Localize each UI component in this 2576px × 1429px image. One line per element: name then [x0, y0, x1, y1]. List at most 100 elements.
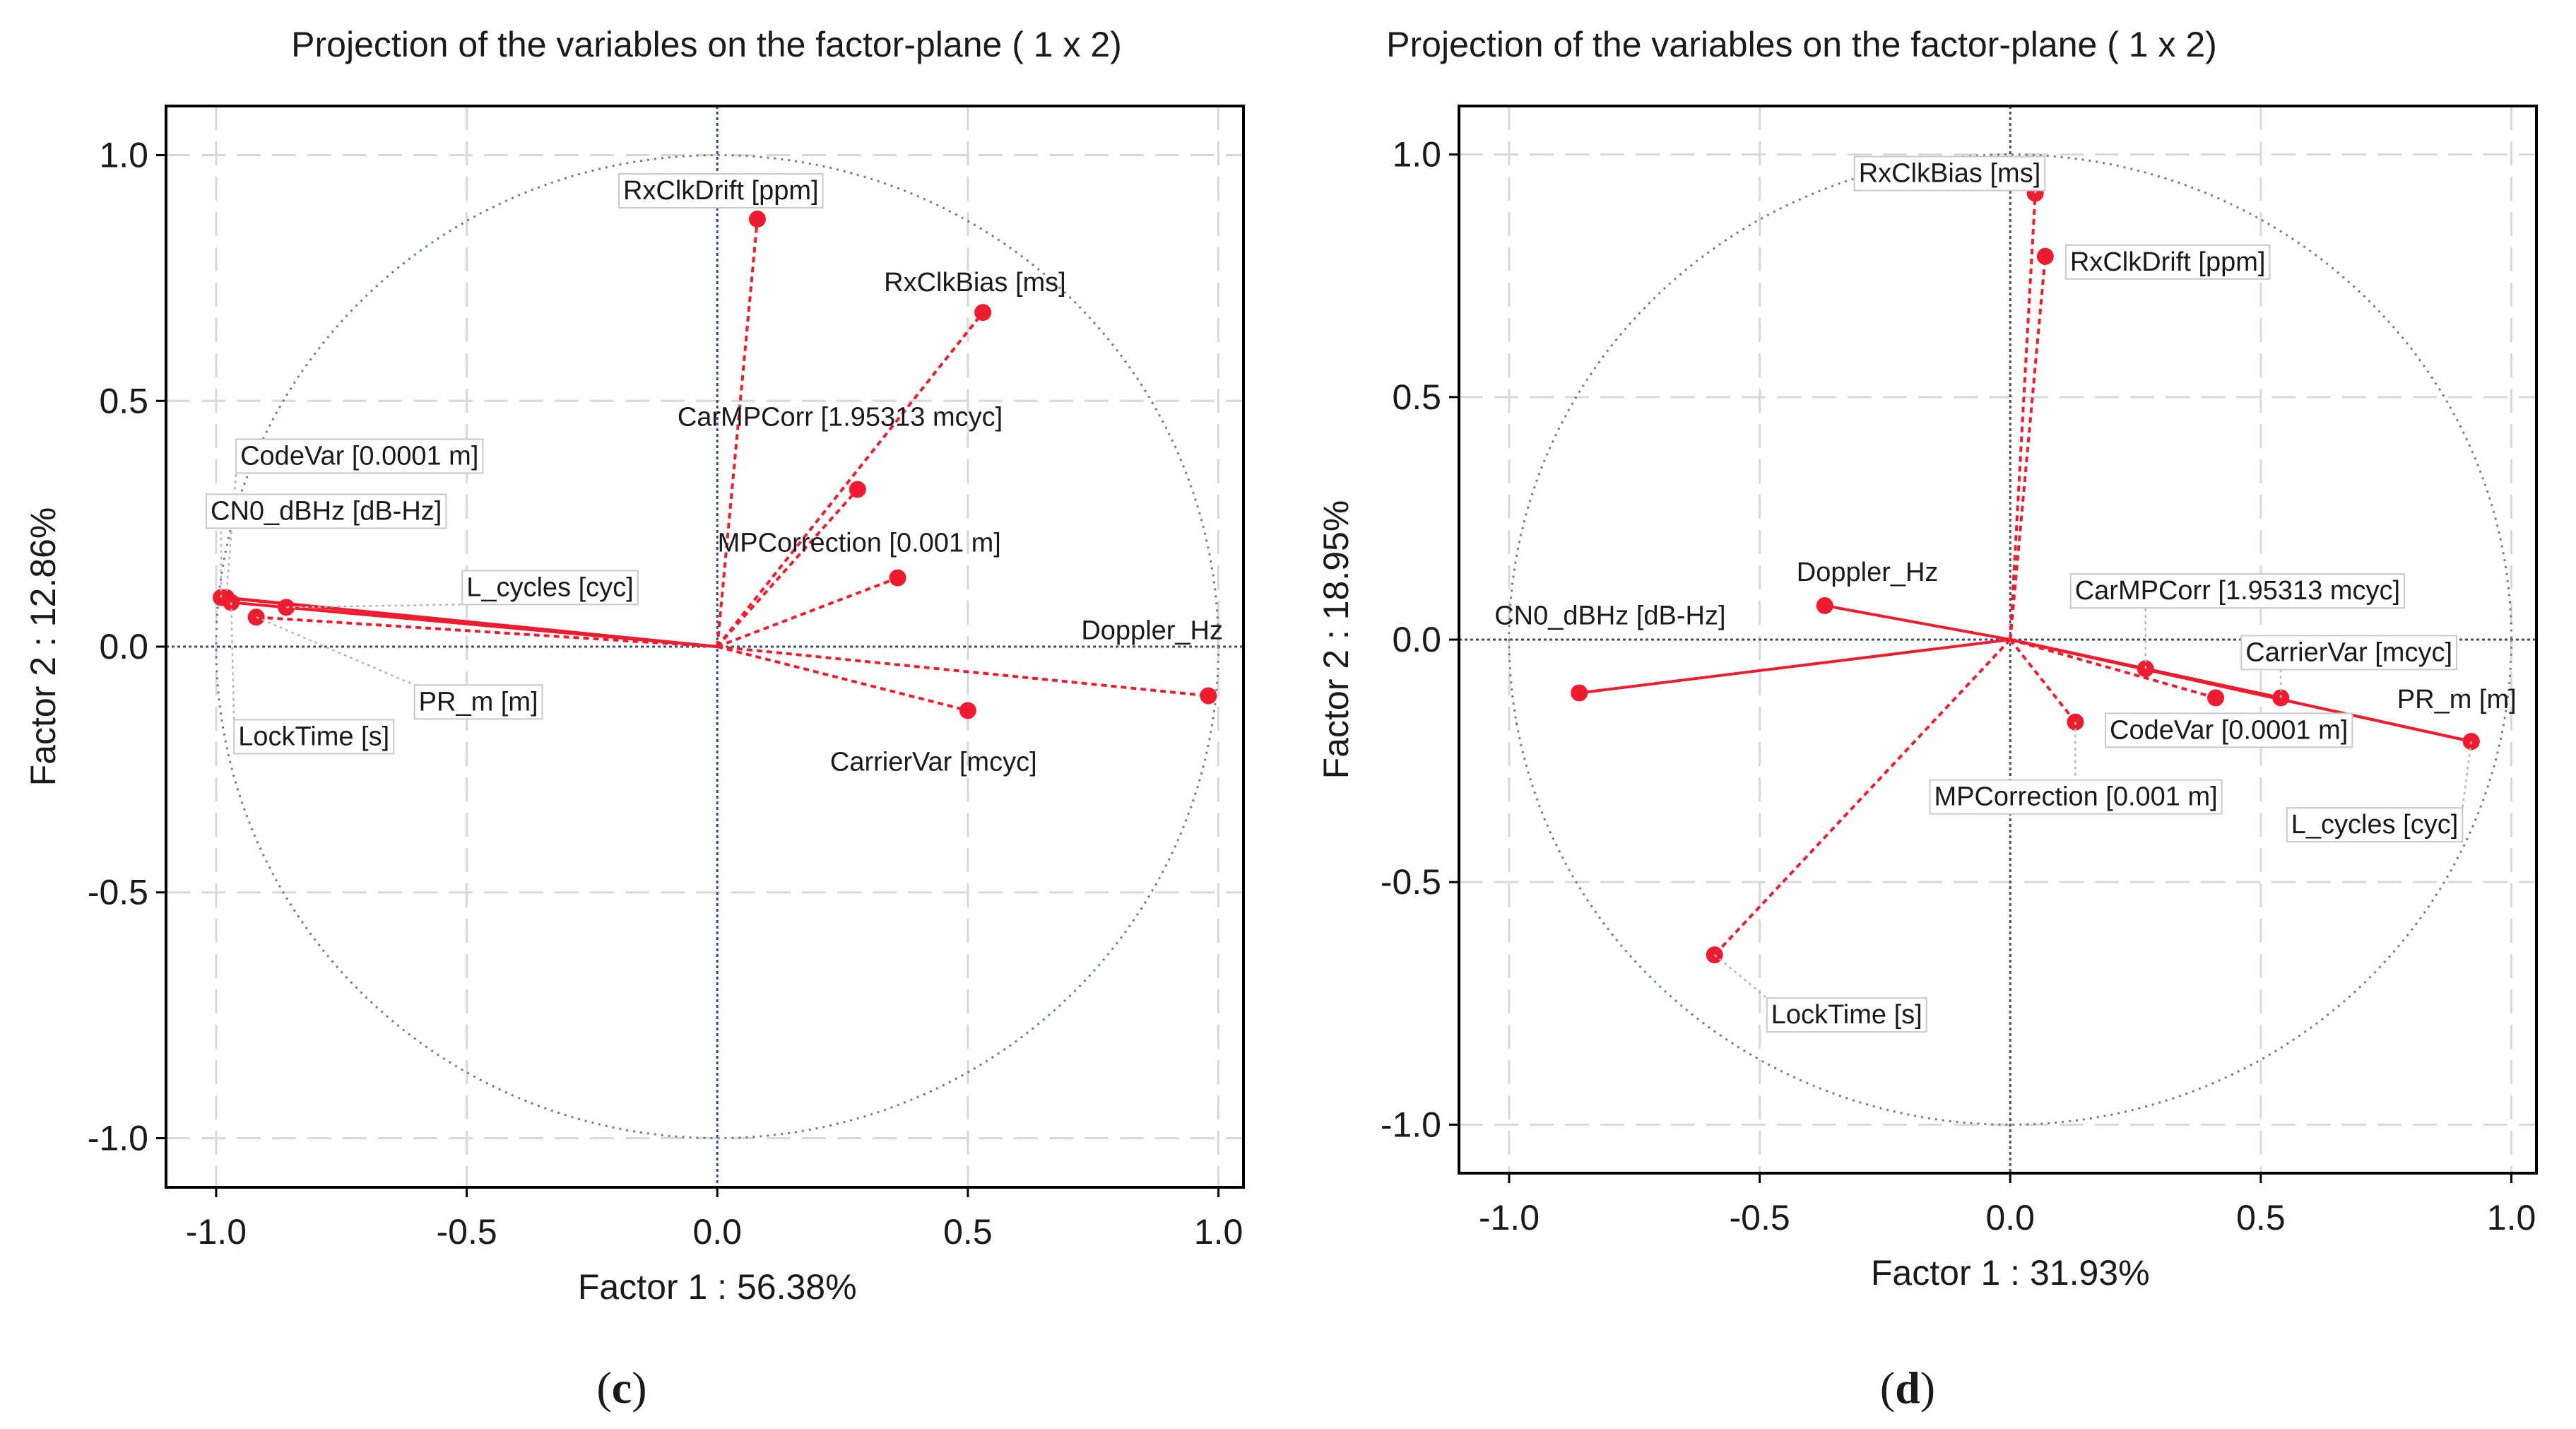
y-tick-label: 0.5 — [99, 381, 148, 421]
loading-point — [748, 210, 766, 228]
loading-vector — [2009, 638, 2472, 743]
variable-label: CarrierVar [mcyc] — [2245, 637, 2452, 667]
panel-caption: (c) — [596, 1363, 646, 1413]
variable-label: MPCorrection [0.001 m] — [718, 529, 1001, 558]
variable-label: PR_m [m] — [419, 687, 538, 717]
loading-point — [1571, 684, 1588, 702]
caption-letter: c — [612, 1363, 632, 1413]
y-tick-label: -0.5 — [1381, 862, 1441, 902]
y-tick-label: 0.0 — [1392, 620, 1441, 659]
caption-letter: d — [1895, 1363, 1920, 1413]
label-leader-line — [1713, 954, 1768, 999]
variable-label-box — [2240, 635, 2458, 671]
variable-label-box — [206, 493, 447, 529]
label-leader-line — [256, 616, 415, 686]
loading-vector — [2009, 638, 2077, 723]
variable-label-box — [461, 570, 639, 606]
caption-paren: ( — [1880, 1363, 1895, 1413]
loading-vector — [716, 488, 859, 648]
variable-label: LockTime [s] — [1771, 1000, 1922, 1030]
loading-vector — [2009, 193, 2037, 640]
variable-label: CarMPCorr [1.95313 mcyc] — [2075, 576, 2400, 606]
y-tick-label: 0.5 — [1392, 377, 1441, 417]
loading-point — [2036, 247, 2054, 265]
unit-circle — [215, 154, 1220, 1139]
caption-paren: ) — [1920, 1363, 1935, 1413]
label-leader-line — [286, 604, 463, 608]
variable-label-box — [2286, 807, 2464, 843]
loading-vector — [717, 645, 1209, 698]
variable-label: CodeVar [0.0001 m] — [240, 441, 478, 471]
loading-point — [1200, 687, 1217, 705]
x-axis-title: Factor 1 : 56.38% — [578, 1267, 857, 1307]
x-tick-label: 1.0 — [2487, 1198, 2536, 1237]
loading-point — [959, 702, 976, 719]
loading-vector — [716, 645, 969, 712]
variable-label: MPCorrection [0.001 m] — [1934, 782, 2217, 812]
label-leader-line — [230, 602, 235, 720]
loading-vector — [256, 616, 718, 648]
loading-point — [1816, 596, 1833, 614]
chart-title: Projection of the variables on the facto… — [1386, 25, 2217, 64]
variable-label: RxClkBias [ms] — [884, 268, 1066, 298]
x-tick-label: -1.0 — [1479, 1198, 1540, 1237]
loading-vector — [1824, 604, 2011, 641]
caption-paren: ( — [596, 1363, 611, 1413]
y-tick-label: -0.5 — [88, 873, 148, 912]
y-tick-label: 0.0 — [99, 627, 148, 666]
y-tick-label: 1.0 — [1392, 135, 1441, 175]
variable-label: CodeVar [0.0001 m] — [2110, 715, 2348, 745]
variable-label-box — [233, 719, 395, 755]
panel-caption: (d) — [1880, 1363, 1935, 1413]
variable-label: Doppler_Hz — [1081, 616, 1223, 646]
variable-label: RxClkBias [ms] — [1859, 159, 2041, 189]
x-tick-label: 0.0 — [692, 1212, 742, 1252]
loading-vector — [1713, 638, 2011, 956]
variable-label: RxClkDrift [ppm] — [623, 176, 819, 206]
loading-vector — [231, 601, 718, 648]
variable-label: L_cycles [cyc] — [466, 572, 634, 602]
loading-point — [889, 569, 906, 587]
loading-point — [974, 304, 992, 322]
variable-label-box — [413, 684, 543, 720]
variable-label-box — [1853, 155, 2046, 192]
unit-circle — [1508, 153, 2513, 1126]
label-leader-line — [2462, 741, 2473, 808]
x-tick-label: 0.5 — [2236, 1198, 2286, 1237]
x-tick-label: -1.0 — [186, 1212, 247, 1252]
variable-label-box — [1766, 997, 1927, 1033]
x-tick-label: -0.5 — [436, 1212, 497, 1252]
chart-panel-c: Projection of the variables on the facto… — [23, 25, 1245, 1413]
variable-label-box — [618, 172, 824, 208]
variable-label: CarMPCorr [1.95313 mcyc] — [678, 402, 1003, 432]
label-leader-line — [225, 473, 237, 598]
y-axis-title: Factor 2 : 12.86% — [23, 507, 63, 787]
x-axis-title: Factor 1 : 31.93% — [1871, 1253, 2150, 1293]
variable-label-box — [1929, 779, 2223, 815]
variable-label-box — [2105, 712, 2353, 748]
y-tick-label: -1.0 — [88, 1118, 148, 1158]
variable-label: L_cycles [cyc] — [2291, 810, 2459, 840]
y-tick-label: 1.0 — [99, 136, 148, 175]
variable-label: CN0_dBHz [dB-Hz] — [211, 496, 442, 526]
loading-vector — [716, 218, 759, 647]
chart-title: Projection of the variables on the facto… — [291, 25, 1122, 64]
variable-label: RxClkDrift [ppm] — [2070, 247, 2266, 277]
variable-label: Doppler_Hz — [1797, 558, 1939, 587]
variable-label: PR_m [m] — [2397, 685, 2517, 714]
x-tick-label: 0.0 — [1985, 1198, 2035, 1237]
loading-point — [2207, 689, 2225, 707]
variable-label-box — [2069, 573, 2406, 609]
y-axis-title: Factor 2 : 18.95% — [1316, 500, 1356, 780]
chart-panel-d: Projection of the variables on the facto… — [1316, 25, 2538, 1413]
variable-label-box — [235, 438, 484, 474]
x-tick-label: 0.5 — [943, 1212, 993, 1252]
y-tick-label: -1.0 — [1381, 1105, 1441, 1144]
loading-point — [849, 481, 866, 498]
x-tick-label: 1.0 — [1194, 1212, 1243, 1252]
loading-vector — [2009, 256, 2047, 640]
variable-label: CN0_dBHz [dB-Hz] — [1494, 601, 1725, 631]
caption-paren: ) — [632, 1363, 646, 1413]
